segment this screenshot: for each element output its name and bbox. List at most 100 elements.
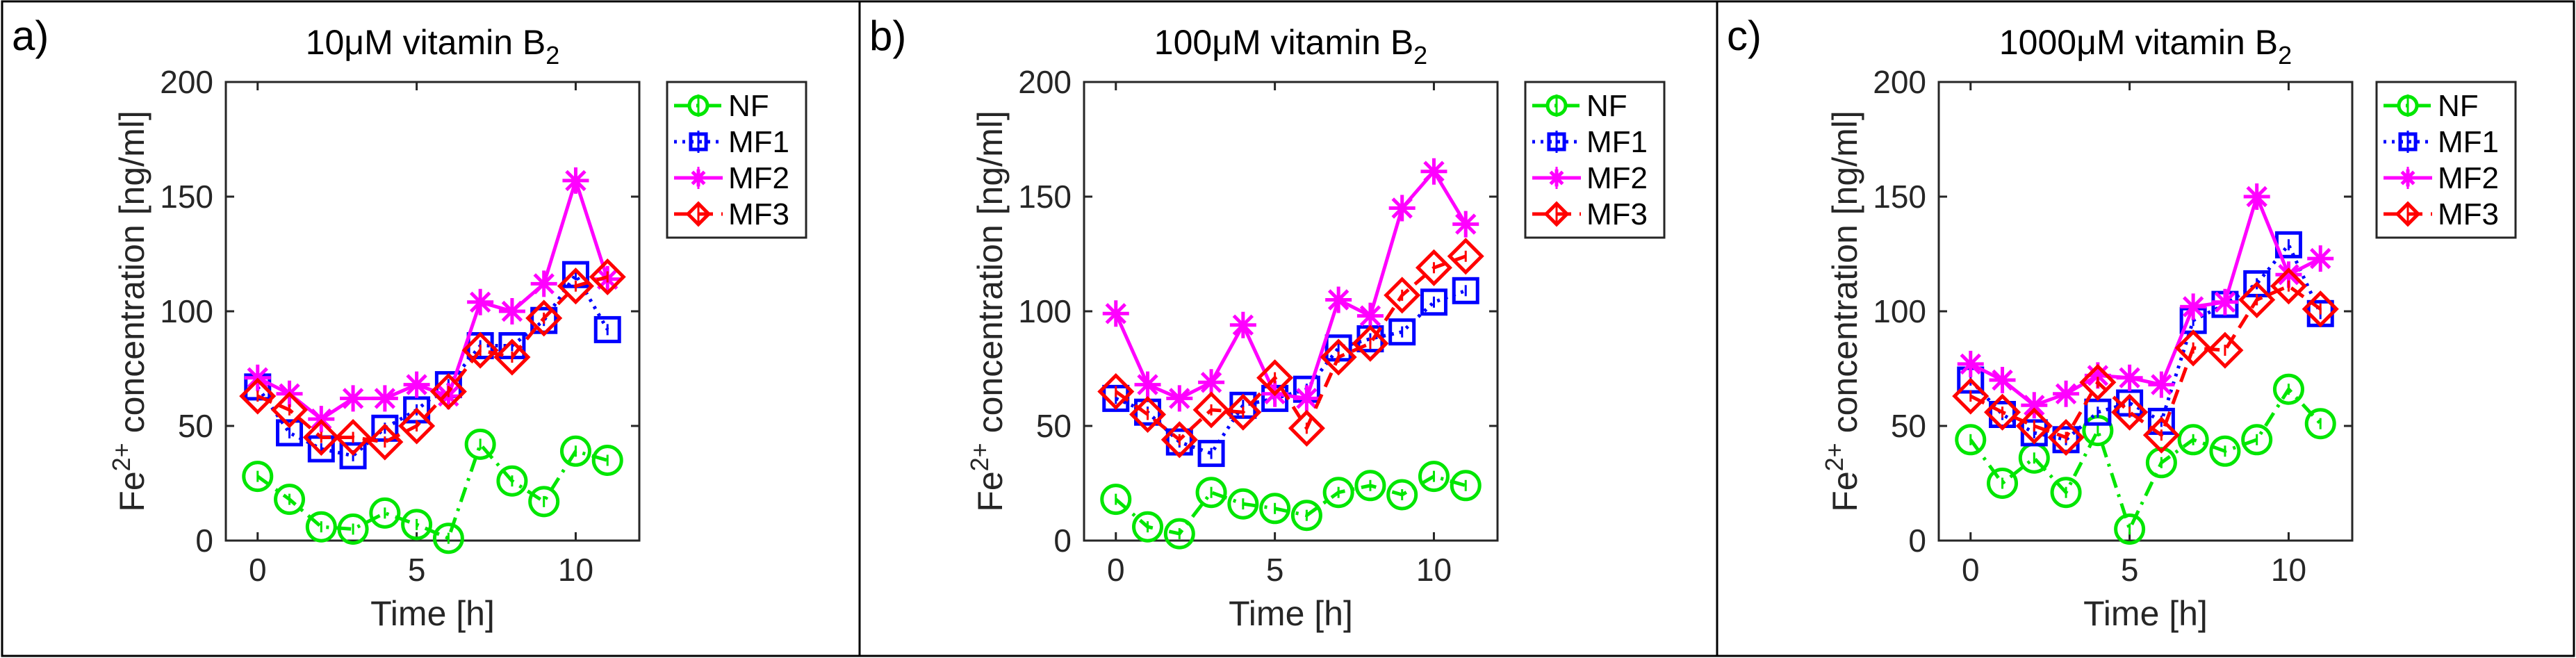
- data-point-mf3-6: [1288, 409, 1325, 447]
- data-point-nf-11: [591, 445, 623, 476]
- y-tick-label: 50: [1891, 408, 1926, 444]
- legend-entry-nf: NF: [728, 89, 769, 123]
- data-point-mf3-11: [1447, 238, 1484, 275]
- data-point-mf2-3: [1198, 369, 1225, 396]
- data-point-nf-6: [432, 523, 464, 554]
- legend-marker-mf3: [685, 201, 712, 227]
- data-point-nf-1: [274, 484, 306, 516]
- legend-marker-mf2: [2399, 169, 2417, 187]
- data-point-nf-10: [2272, 373, 2304, 405]
- data-point-mf2-6: [1293, 385, 1320, 412]
- y-axis-label: Fe2+ concentration [ng/ml]: [107, 110, 151, 511]
- y-tick-label: 200: [160, 64, 213, 100]
- data-point-mf3-6: [2142, 416, 2180, 454]
- data-point-nf-3: [337, 513, 369, 545]
- data-point-nf-2: [305, 511, 337, 543]
- data-point-mf3-0: [1097, 372, 1135, 411]
- data-point-mf3-11: [2302, 290, 2339, 328]
- panel-label: b): [869, 13, 906, 59]
- y-tick-label: 50: [1036, 408, 1072, 444]
- panel-label: a): [12, 13, 49, 59]
- data-point-mf2-9: [2243, 183, 2270, 210]
- data-point-mf3-8: [2206, 331, 2244, 369]
- chart-title: 10μM vitamin B2: [306, 23, 560, 69]
- series-mf2: [1102, 158, 1479, 412]
- series-mf3: [1097, 238, 1484, 459]
- y-axis-label: Fe2+ concentration [ng/ml]: [965, 110, 1010, 511]
- data-point-mf3-9: [1384, 277, 1421, 314]
- data-point-nf-2: [1163, 518, 1195, 550]
- data-point-mf3-7: [1320, 338, 1357, 376]
- data-point-nf-6: [1290, 500, 1322, 532]
- legend-entry-nf: NF: [2438, 89, 2479, 123]
- data-point-nf-3: [1195, 477, 1227, 509]
- x-tick-label: 0: [1962, 552, 1980, 588]
- data-point-mf2-0: [1957, 350, 1984, 377]
- data-point-nf-0: [1100, 484, 1132, 516]
- data-point-mf3-5: [398, 407, 436, 445]
- data-point-nf-0: [1955, 424, 1987, 456]
- legend-marker-mf1: [1547, 132, 1566, 151]
- data-point-nf-8: [1354, 470, 1386, 502]
- legend-marker-mf2: [1548, 169, 1566, 187]
- y-tick-label: 100: [1018, 293, 1072, 329]
- data-point-mf3-4: [1224, 393, 1262, 431]
- data-point-mf2-8: [2211, 288, 2238, 315]
- series-line-mf1: [1115, 288, 1467, 456]
- data-point-mf1-1: [276, 419, 304, 447]
- legend-entry-mf3: MF3: [728, 197, 789, 231]
- data-point-mf2-9: [530, 270, 557, 297]
- y-tick-label: 150: [160, 179, 213, 215]
- data-point-mf1-11: [593, 315, 621, 343]
- data-point-mf2-7: [467, 288, 494, 315]
- series-nf: [1100, 461, 1482, 550]
- data-point-nf-10: [1418, 461, 1450, 493]
- data-point-mf3-9: [2238, 281, 2276, 319]
- data-point-mf2-2: [2021, 392, 2048, 419]
- series-mf3: [239, 258, 626, 461]
- legend-entry-nf: NF: [1586, 89, 1627, 123]
- data-point-mf3-10: [2270, 268, 2307, 305]
- panel-label: c): [1727, 13, 1762, 59]
- data-point-mf1-9: [1388, 318, 1416, 346]
- y-tick-label: 100: [1873, 293, 1926, 329]
- legend-entry-mf2: MF2: [2438, 161, 2499, 195]
- series-nf: [242, 428, 623, 554]
- chart-title: 100μM vitamin B2: [1154, 23, 1427, 69]
- series-nf: [1955, 373, 2336, 545]
- data-point-mf3-3: [1192, 391, 1230, 429]
- legend-entry-mf2: MF2: [1586, 161, 1648, 195]
- chart-panel-3: 0 50 100 150 200 0 5 10 Time [h] Fe2+ concentrati…: [1716, 0, 2575, 657]
- data-point-mf3-2: [2015, 407, 2053, 445]
- y-tick-label: 200: [1873, 64, 1926, 100]
- series-mf1: [1102, 277, 1479, 468]
- legend-marker-mf2: [689, 169, 707, 187]
- data-point-mf3-4: [366, 423, 404, 461]
- data-point-mf3-1: [1129, 395, 1167, 434]
- data-point-mf2-1: [1134, 371, 1161, 398]
- x-axis-label: Time [h]: [1229, 594, 1353, 633]
- legend-marker-nf: [687, 94, 709, 117]
- x-tick-label: 10: [1416, 552, 1452, 588]
- series-line-mf3: [256, 275, 608, 444]
- data-point-mf2-4: [1229, 311, 1256, 338]
- chart-panel-2: 0 50 100 150 200 0 5 10 Time [h] Fe2+ concentrati…: [858, 0, 1718, 657]
- data-point-mf3-1: [1984, 393, 2021, 431]
- plot-area: [1937, 81, 2354, 542]
- data-point-nf-8: [2209, 435, 2241, 467]
- data-point-nf-9: [528, 486, 560, 518]
- legend-entry-mf2: MF2: [728, 161, 789, 195]
- data-point-mf1-11: [1452, 277, 1479, 304]
- data-point-mf3-10: [1415, 249, 1452, 286]
- data-point-nf-1: [1132, 511, 1164, 543]
- y-tick-label: 0: [1908, 523, 1926, 559]
- data-point-nf-4: [1227, 488, 1259, 520]
- data-point-mf3-2: [302, 418, 340, 457]
- data-point-mf2-2: [1166, 385, 1193, 412]
- data-point-nf-0: [242, 461, 274, 493]
